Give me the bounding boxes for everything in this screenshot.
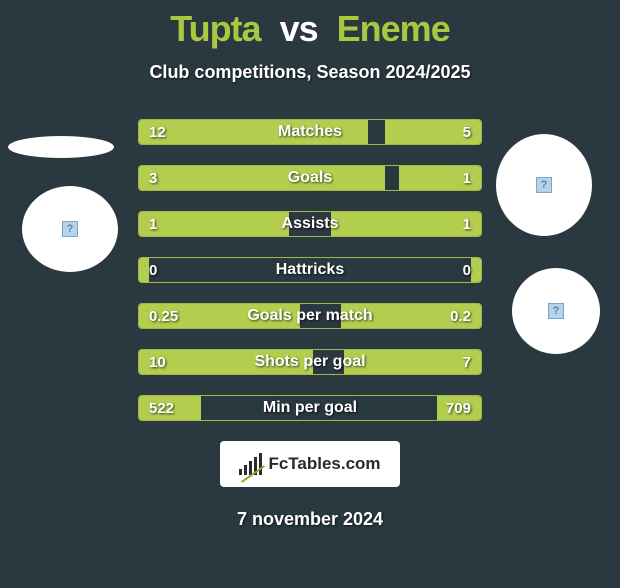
stat-row: 0 0Hattricks <box>138 257 482 283</box>
page-title: Tupta vs Eneme <box>0 8 620 50</box>
stat-bar-right <box>399 166 481 190</box>
subtitle: Club competitions, Season 2024/2025 <box>0 62 620 83</box>
stat-row: 11Assists <box>138 211 482 237</box>
title-vs: vs <box>280 8 318 49</box>
stat-label: Hattricks <box>139 258 481 282</box>
decorative-ellipse <box>8 136 114 158</box>
date-text: 7 november 2024 <box>0 509 620 530</box>
placeholder-icon: ? <box>548 303 564 319</box>
stats-comparison-bars: 125Matches 31Goals 11Assists 0 0Hattricks 0.2… <box>138 119 482 421</box>
placeholder-icon: ? <box>536 177 552 193</box>
stat-bar-right <box>471 258 481 282</box>
stat-bar-left <box>139 166 385 190</box>
logo-text: FcTables.com <box>268 454 380 474</box>
stat-bar-left <box>139 396 201 420</box>
decorative-circle: ? <box>496 134 592 236</box>
stat-bar-left <box>139 120 368 144</box>
logo-chart-icon <box>239 453 262 475</box>
stat-row: 31Goals <box>138 165 482 191</box>
logo-box: FcTables.com <box>220 441 400 487</box>
stat-row: 0.250.2Goals per match <box>138 303 482 329</box>
decorative-circle: ? <box>512 268 600 354</box>
stat-bar-left <box>139 304 300 328</box>
stat-bar-right <box>385 120 481 144</box>
stat-bar-left <box>139 258 149 282</box>
stat-row: 107Shots per goal <box>138 349 482 375</box>
stat-bar-right <box>344 350 481 374</box>
stat-bar-right <box>437 396 481 420</box>
stat-bar-right <box>341 304 481 328</box>
stat-row: 522709Min per goal <box>138 395 482 421</box>
title-player2: Eneme <box>337 8 450 49</box>
placeholder-icon: ? <box>62 221 78 237</box>
title-player1: Tupta <box>170 8 260 49</box>
stat-row: 125Matches <box>138 119 482 145</box>
stat-value-right: 0 <box>463 258 471 282</box>
stat-bar-left <box>139 212 289 236</box>
stat-value-left: 0 <box>149 258 157 282</box>
stat-bar-left <box>139 350 313 374</box>
decorative-circle: ? <box>22 186 118 272</box>
stat-bar-right <box>331 212 481 236</box>
